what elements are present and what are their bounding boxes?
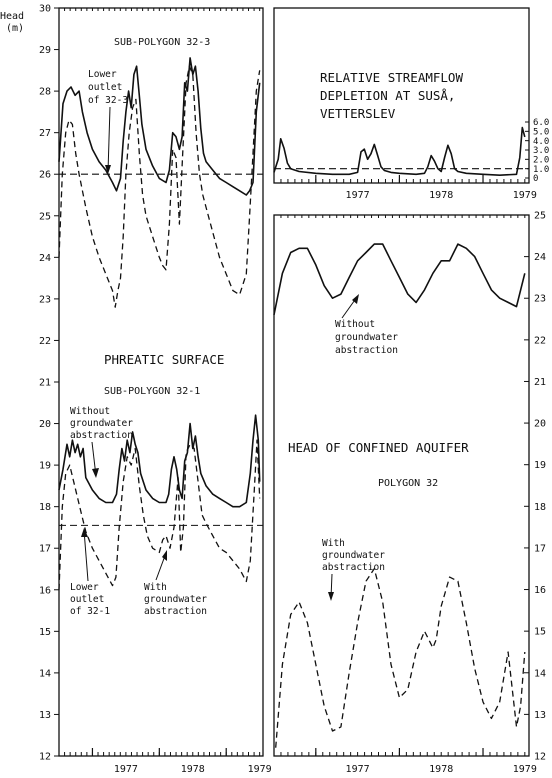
confined-aquifer-title: HEAD OF CONFINED AQUIFER: [288, 440, 469, 455]
lower-outlet-32-1-pointer: [83, 529, 89, 582]
sub-32-3-with-abstraction-line: [58, 65, 261, 308]
lower-outlet-32-3-arrowhead: [105, 165, 111, 174]
right-bottom-panel-frame: [273, 214, 530, 757]
confined-y-tick-label: 22: [534, 335, 546, 346]
streamflow-y-tick-label: 3.0: [533, 146, 549, 156]
confined-y-tick-label: 18: [534, 502, 546, 513]
x-tick-label: 1977: [346, 190, 370, 201]
lower-outlet-32-1-arrowhead: [81, 528, 88, 537]
left-y-tick-label: 23: [39, 294, 51, 305]
y-axis-title: Head: [0, 11, 24, 22]
streamflow-y-tick-label: 4.0: [533, 137, 549, 147]
confined-with-abstraction-line: [275, 568, 526, 748]
streamflow-title: RELATIVE STREAMFLOW DEPLETION AT SUSÅ, V…: [320, 70, 471, 121]
left-y-tick-label: 30: [39, 4, 51, 15]
streamflow-y-tick-label: 5.0: [533, 128, 549, 138]
confined-y-tick-label: 17: [534, 543, 546, 554]
confined-y-tick-label: 23: [534, 294, 546, 305]
left-y-tick-label: 21: [39, 378, 51, 389]
y-axis-unit: (m): [6, 23, 24, 34]
confined-y-tick-label: 13: [534, 710, 546, 721]
left-y-tick-label: 19: [39, 461, 51, 472]
confined-without-abstraction-line: [273, 243, 526, 316]
confined-y-tick-label: 15: [534, 627, 546, 638]
streamflow-y-tick-label: 2.0: [533, 156, 549, 166]
lower-outlet-32-3-label: Lower outlet of 32-3: [88, 69, 128, 106]
confined-y-tick-label: 21: [534, 377, 546, 388]
left-y-tick-label: 25: [39, 211, 51, 222]
without-abstraction-left-arrowhead: [92, 468, 99, 478]
left-y-tick-label: 29: [39, 45, 51, 56]
with-abstraction-left-label: With groundwater abstraction: [144, 582, 213, 617]
lower-outlet-32-3-pointer: [107, 106, 111, 173]
lower-outlet-32-1-label: Lower outlet of 32-1: [70, 582, 110, 617]
with-abstraction-right-label: With groundwater abstraction: [322, 538, 391, 573]
x-tick-label: 1978: [181, 764, 205, 775]
left-y-tick-label: 15: [39, 627, 51, 638]
confined-y-tick-label: 25: [534, 211, 546, 222]
streamflow-depletion-line: [273, 126, 526, 176]
streamflow-y-axis: 01.02.03.04.05.06.0: [525, 118, 549, 184]
confined-y-tick-label: 12: [534, 752, 546, 763]
with-abstraction-left-arrowhead: [162, 550, 167, 561]
left-y-tick-label: 26: [39, 170, 51, 181]
sub-polygon-32-1-title: SUB-POLYGON 32-1: [104, 386, 200, 397]
without-abstraction-right-arrowhead: [352, 294, 359, 304]
x-tick-label: 1977: [114, 764, 138, 775]
left-y-tick-label: 28: [39, 87, 51, 98]
polygon-32-subtitle: POLYGON 32: [378, 478, 438, 489]
without-abstraction-left-label: Without groundwater abstraction: [70, 406, 139, 441]
streamflow-y-tick-label: 6.0: [533, 118, 549, 128]
x-tick-label: 1977: [346, 764, 370, 775]
confined-y-tick-label: 14: [534, 668, 546, 679]
sub-32-1-with-abstraction-line: [58, 439, 261, 590]
left-panel-frame: [58, 7, 264, 757]
sub-32-1-without-abstraction-line: [58, 414, 261, 508]
streamflow-y-tick-label: 1.0: [533, 165, 549, 175]
plot-lines: [58, 57, 529, 748]
x-tick-label: 1978: [429, 190, 453, 201]
left-y-tick-label: 20: [39, 419, 51, 430]
confined-y-tick-label: 20: [534, 419, 546, 430]
left-y-tick-label: 27: [39, 128, 51, 139]
left-y-tick-label: 12: [39, 752, 51, 763]
with-abstraction-right-arrowhead: [328, 592, 334, 601]
sub-32-3-without-abstraction-line: [58, 57, 261, 196]
left-y-tick-label: 18: [39, 502, 51, 513]
streamflow-y-tick-label: 0: [533, 174, 538, 184]
left-y-axis: 12 13 14 15 16 17 18 19 20 21 22 23 24 25 26 27 28 29 30: [39, 4, 59, 763]
left-y-tick-label: 16: [39, 585, 51, 596]
x-tick-label: 1979: [513, 190, 537, 201]
left-y-tick-label: 13: [39, 710, 51, 721]
confined-y-tick-label: 24: [534, 252, 546, 263]
confined-y-tick-label: 16: [534, 585, 546, 596]
confined-y-tick-label: 19: [534, 460, 546, 471]
left-y-tick-label: 14: [39, 668, 51, 679]
x-axis: 1977 1977 1977 1978 1978 1978 1979 1979 1979: [58, 8, 537, 775]
phreatic-surface-title: PHREATIC SURFACE: [104, 352, 224, 367]
x-tick-label: 1978: [429, 764, 453, 775]
without-abstraction-right-label: Without groundwater abstraction: [335, 319, 404, 356]
right-top-panel-frame: [273, 7, 530, 184]
left-y-tick-label: 22: [39, 336, 51, 347]
x-tick-label: 1979: [248, 764, 272, 775]
left-y-tick-label: 17: [39, 544, 51, 555]
confined-y-axis: 12 13 14 15 16 17 18 19 20 21 22 23 24 25: [524, 211, 546, 763]
x-tick-label: 1979: [513, 764, 537, 775]
left-y-tick-label: 24: [39, 253, 51, 264]
sub-polygon-32-3-title: SUB-POLYGON 32-3: [114, 37, 210, 48]
